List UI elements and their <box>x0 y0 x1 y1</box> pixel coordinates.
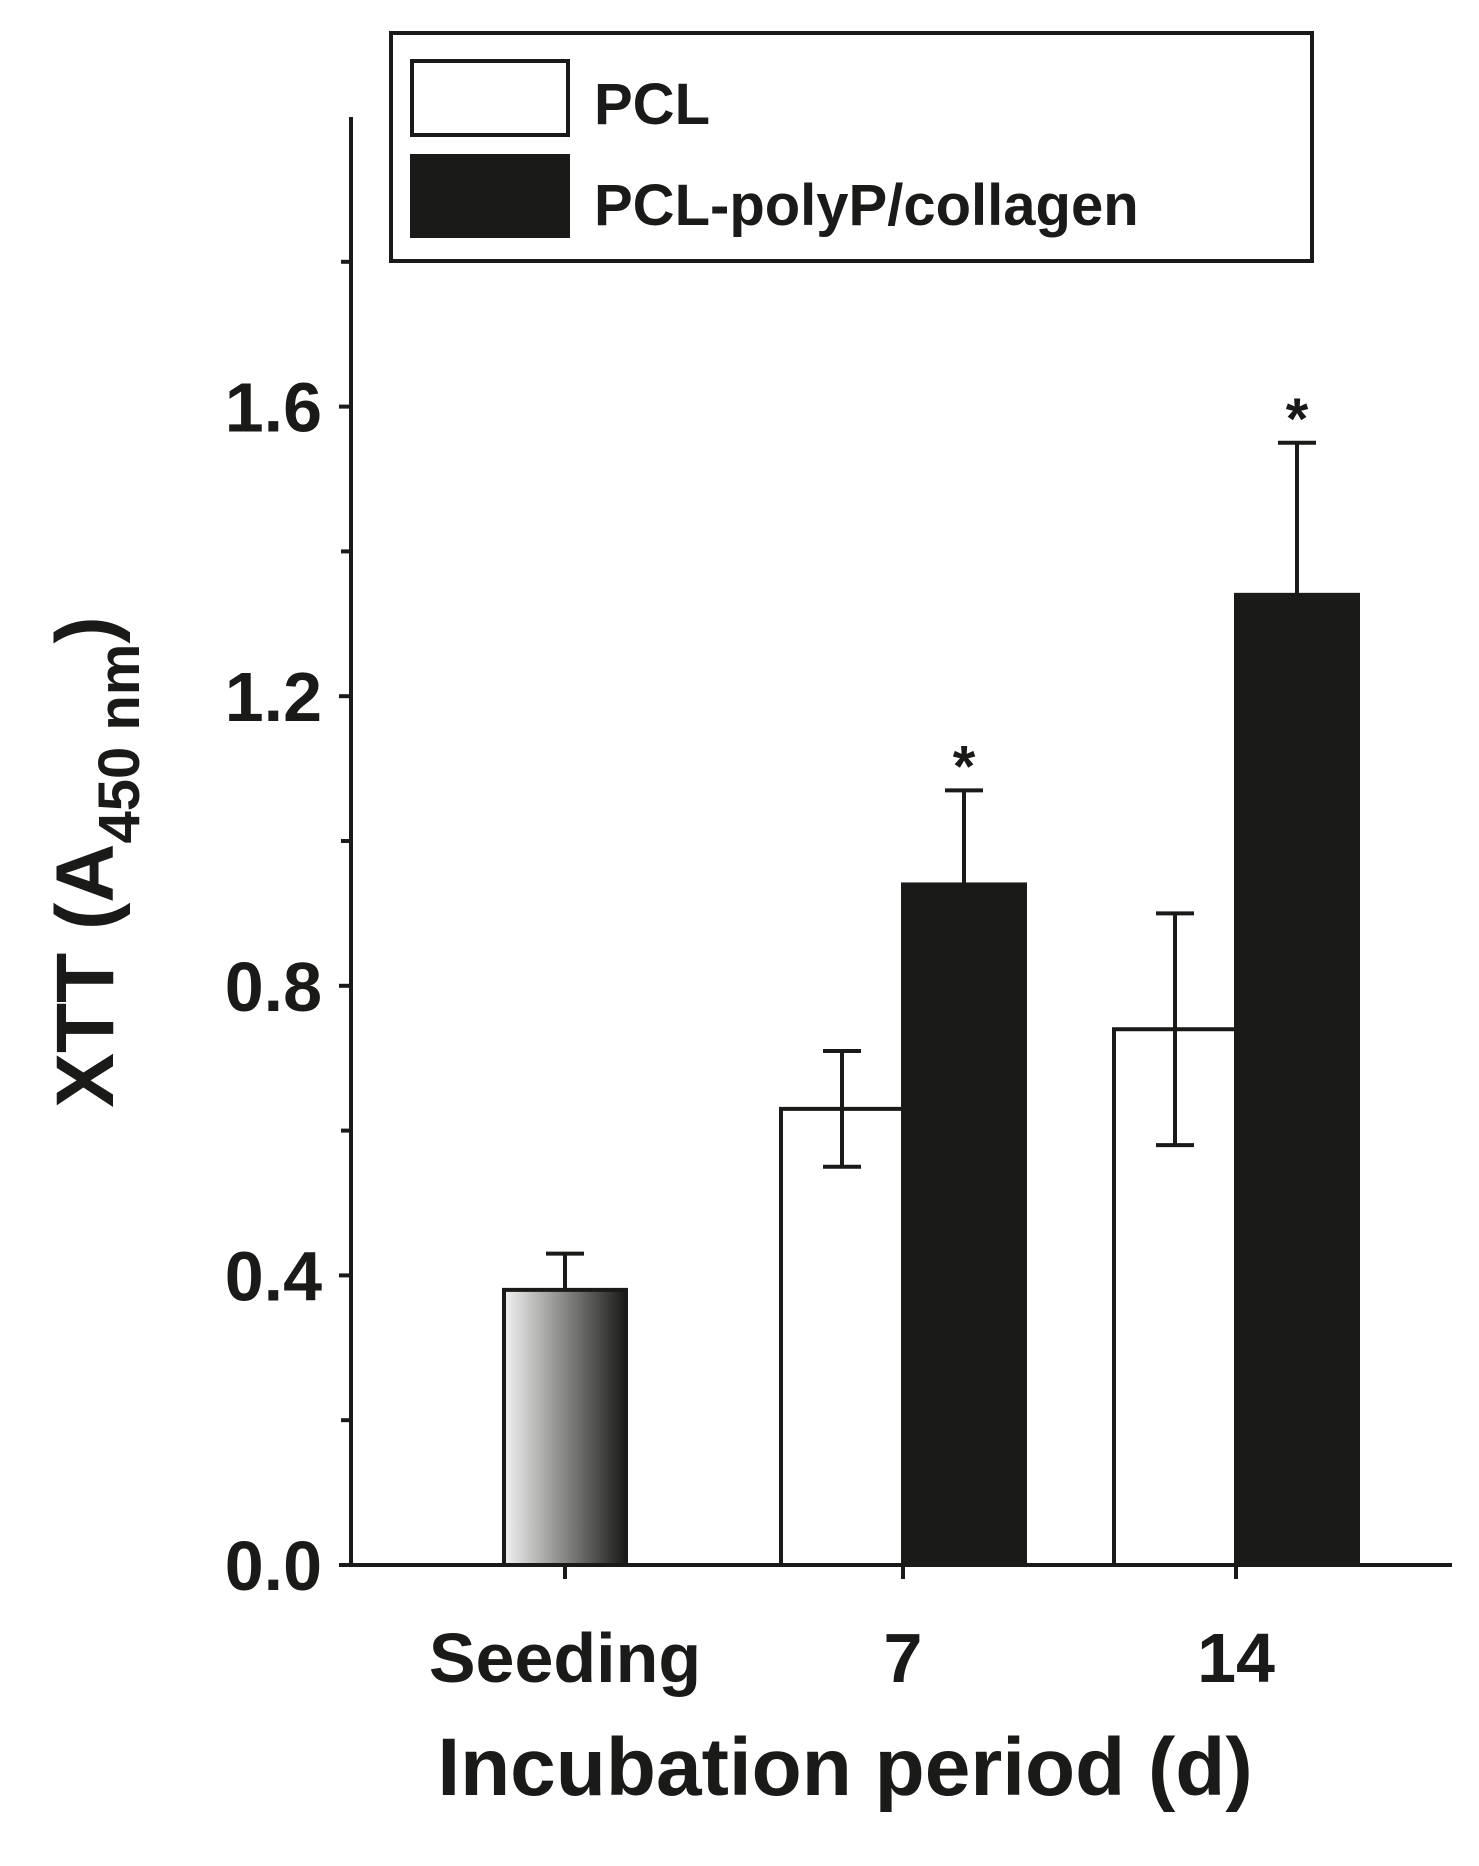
y-axis-ticks: 0.0 0.4 0.8 1.2 1.6 <box>225 259 352 1605</box>
x-category-label: 7 <box>884 1619 923 1697</box>
y-axis-title-close: ) <box>40 616 131 643</box>
y-tick-label: 0.4 <box>225 1237 322 1315</box>
bar-pcl-polyp-collagen-7 <box>901 882 1027 1567</box>
legend-swatch-pcl <box>410 59 570 137</box>
x-axis-categories: Seeding 7 14 <box>429 1564 1275 1697</box>
x-axis-title: Incubation period (d) <box>437 1722 1252 1813</box>
x-category-label: Seeding <box>429 1619 701 1697</box>
legend-label-pcl-polyp-collagen: PCL-polyP/collagen <box>594 173 1139 238</box>
bar-seeding <box>502 1287 628 1567</box>
y-axis-title-subscript: 450 nm <box>87 644 152 844</box>
x-category-label: 14 <box>1197 1619 1275 1697</box>
y-tick-label: 0.8 <box>225 948 322 1026</box>
legend-swatch-pcl-polyp-collagen <box>410 154 570 238</box>
significance-marker: * <box>1286 387 1309 452</box>
legend: PCL PCL-polyP/collagen <box>389 31 1314 263</box>
y-tick-label: 1.6 <box>225 369 322 447</box>
significance-marker: * <box>953 734 976 799</box>
y-tick-label: 1.2 <box>225 658 322 736</box>
bars: ** <box>502 387 1360 1567</box>
y-tick-label: 0.0 <box>225 1527 322 1605</box>
y-axis-title: XTT (A450 nm) <box>40 616 152 1107</box>
bar-pcl-7 <box>779 1106 905 1567</box>
legend-label-pcl: PCL <box>594 72 710 137</box>
y-axis-title-main: XTT (A <box>40 844 131 1108</box>
bar-pcl-polyp-collagen-14 <box>1234 592 1360 1567</box>
